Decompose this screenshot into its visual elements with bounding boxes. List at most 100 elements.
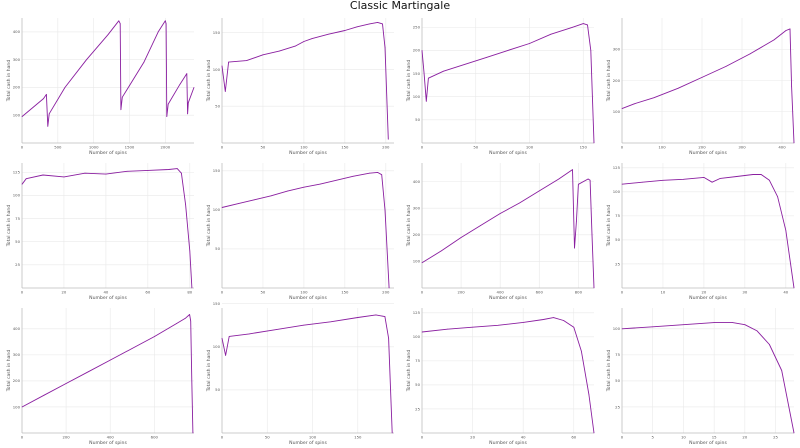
- y-tick-label: 100: [613, 189, 621, 194]
- series-line: [221, 171, 390, 289]
- y-tick-label: 25: [615, 404, 620, 409]
- subplot-3: 0 50 100 150 50 100 150 200 250 Number of spins To…: [406, 18, 595, 156]
- data-point: [121, 96, 123, 98]
- x-tick-label: 40: [521, 435, 526, 440]
- data-point: [683, 178, 684, 180]
- y-tick-label: 75: [15, 216, 20, 221]
- subplot-4: 0 100 200 300 400 100 200 300 Number of spins Tot…: [606, 18, 795, 156]
- data-point: [157, 31, 159, 33]
- x-tick-label: 0: [21, 435, 24, 440]
- data-point: [184, 318, 186, 319]
- x-tick-label: 50: [265, 435, 270, 440]
- x-tick-label: 2000: [160, 145, 170, 150]
- y-tick-label: 400: [13, 29, 21, 34]
- data-point: [119, 23, 121, 24]
- data-point: [732, 322, 733, 323]
- series-line: [21, 168, 193, 289]
- data-point: [652, 326, 654, 328]
- data-point: [356, 26, 358, 28]
- data-point: [499, 213, 501, 214]
- data-point: [278, 50, 280, 52]
- y-tick-label: 200: [13, 378, 21, 383]
- data-point: [311, 38, 313, 39]
- data-point: [472, 326, 473, 328]
- x-tick-label: 60: [571, 435, 576, 440]
- data-point: [109, 359, 111, 361]
- data-point: [793, 287, 795, 289]
- data-point: [246, 60, 247, 61]
- x-tick-label: 150: [580, 145, 588, 150]
- data-point: [221, 65, 223, 67]
- data-point: [228, 336, 230, 337]
- y-tick-label: 400: [13, 326, 21, 331]
- data-point: [388, 337, 389, 339]
- x-tick-label: 50: [473, 145, 478, 150]
- x-tick-label: 100: [526, 145, 534, 150]
- y-tick-label: 100: [13, 113, 21, 118]
- subplot-2: 0 50 100 150 200 50 100 150 Number of spins Total…: [206, 18, 394, 156]
- x-tick-label: 10: [661, 290, 666, 295]
- data-point: [777, 196, 778, 198]
- data-point: [168, 169, 170, 170]
- data-point: [538, 190, 540, 192]
- subplot-8: 0 10 20 30 40 25 50 75 100 125 Number of spins Tota…: [606, 163, 795, 301]
- subplot-5: 0 20 40 60 80 25 50 75 100 125 Number of spins Tota…: [6, 163, 194, 301]
- x-tick-label: 600: [536, 290, 544, 295]
- series-line: [421, 23, 595, 144]
- data-point: [87, 371, 89, 373]
- x-tick-label: 0: [421, 290, 424, 295]
- data-point: [357, 317, 359, 318]
- x-tick-label: 1500: [125, 145, 135, 150]
- data-point: [593, 142, 595, 144]
- x-tick-label: 80: [187, 290, 192, 295]
- data-point: [713, 322, 715, 323]
- data-point: [86, 59, 87, 61]
- x-axis-label: Number of spins: [689, 295, 727, 301]
- y-tick-label: 50: [15, 239, 20, 244]
- data-point: [228, 61, 229, 63]
- x-tick-label: 100: [300, 290, 308, 295]
- y-tick-label: 200: [613, 78, 621, 83]
- y-tick-label: 50: [415, 382, 420, 387]
- data-point: [287, 190, 288, 192]
- data-point: [189, 250, 191, 252]
- data-point: [553, 317, 554, 318]
- data-point: [384, 316, 386, 317]
- x-axis-label: Number of spins: [489, 150, 527, 156]
- y-tick-label: 200: [413, 232, 421, 237]
- data-point: [677, 87, 679, 89]
- data-point: [369, 23, 370, 25]
- subplot-12: 0 5 10 15 20 25 25 50 75 100 Number of spins Total …: [606, 308, 795, 446]
- data-point: [187, 113, 188, 115]
- data-point: [65, 383, 67, 384]
- data-point: [425, 100, 427, 102]
- data-point: [46, 94, 47, 95]
- data-point: [303, 41, 305, 42]
- data-point: [773, 39, 775, 41]
- data-point: [464, 63, 466, 65]
- data-point: [377, 172, 378, 173]
- y-tick-label: 75: [615, 213, 620, 218]
- data-point: [760, 174, 762, 175]
- x-tick-label: 150: [341, 145, 349, 150]
- x-tick-label: 0: [221, 290, 224, 295]
- data-point: [578, 183, 579, 185]
- y-axis-label: Total cash in hand: [6, 60, 12, 103]
- data-point: [711, 181, 713, 183]
- data-point: [756, 330, 758, 332]
- data-point: [486, 57, 487, 58]
- x-tick-label: 50: [261, 290, 266, 295]
- y-tick-label: 100: [13, 193, 21, 198]
- y-tick-label: 75: [415, 358, 420, 363]
- y-tick-label: 125: [413, 310, 421, 315]
- data-point: [572, 169, 573, 170]
- series-line: [621, 174, 795, 289]
- data-point: [587, 24, 588, 26]
- x-tick-label: 100: [309, 435, 317, 440]
- data-point: [384, 47, 386, 48]
- y-tick-label: 150: [213, 168, 221, 173]
- y-tick-label: 100: [413, 259, 421, 264]
- data-point: [118, 20, 120, 22]
- data-point: [593, 287, 595, 289]
